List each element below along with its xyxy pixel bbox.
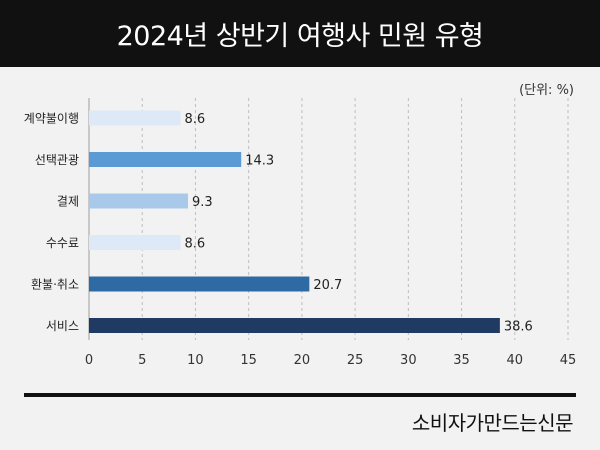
category-label: 선택관광 <box>35 153 79 167</box>
category-label: 계약불이행 <box>24 111 79 126</box>
x-tick-label: 40 <box>507 353 524 368</box>
category-label: 결제 <box>57 195 79 209</box>
x-tick-label: 20 <box>294 353 311 368</box>
x-tick-label: 0 <box>85 353 93 368</box>
x-tick-label: 35 <box>453 353 470 368</box>
x-tick-label: 30 <box>400 353 417 368</box>
x-tick-label: 5 <box>138 353 146 368</box>
divider-line <box>24 393 576 397</box>
bar <box>89 276 310 292</box>
page-title: 2024년 상반기 여행사 민원 유형 <box>116 21 484 52</box>
value-label: 8.6 <box>185 237 206 252</box>
header-bar: 2024년 상반기 여행사 민원 유형 <box>0 0 600 67</box>
value-label: 20.7 <box>313 278 342 293</box>
value-label: 14.3 <box>245 154 274 169</box>
value-label: 38.6 <box>504 320 533 335</box>
x-tick-label: 10 <box>187 353 204 368</box>
category-label: 환불·취소 <box>31 278 79 292</box>
bar <box>89 110 181 126</box>
bar <box>89 193 188 209</box>
value-label: 9.3 <box>192 195 213 210</box>
bar <box>89 235 181 250</box>
x-tick-label: 45 <box>560 353 577 368</box>
x-tick-label: 15 <box>240 353 257 368</box>
bar <box>89 152 242 167</box>
x-tick-label: 25 <box>347 353 364 368</box>
value-label: 8.6 <box>185 112 206 127</box>
bar <box>89 318 500 333</box>
unit-label: (단위: %) <box>519 83 574 98</box>
category-label: 서비스 <box>46 319 79 333</box>
source-label: 소비자가만드는신문 <box>411 411 574 435</box>
category-label: 수수료 <box>46 236 79 250</box>
